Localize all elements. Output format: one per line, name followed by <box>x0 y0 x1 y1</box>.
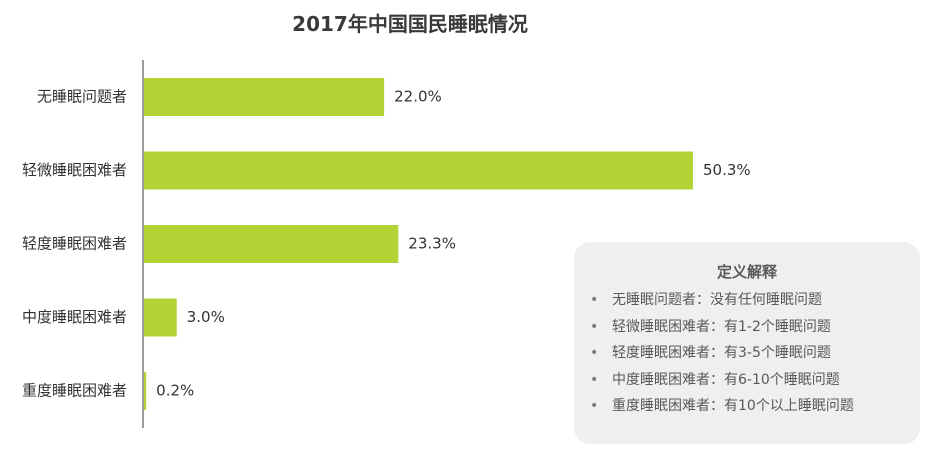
bar <box>144 298 177 337</box>
bullet-icon: • <box>590 371 599 388</box>
bullet-icon: • <box>590 398 599 414</box>
category-label: 中度睡眠困难者 <box>22 308 127 326</box>
definition-item: • 重度睡眠困难者：有10个以上睡眠问题 <box>590 393 920 420</box>
definition-item: • 中度睡眠困难者：有6-10个睡眠问题 <box>590 367 920 394</box>
definition-item-text: 轻微睡眠困难者：有1-2个睡眠问题 <box>612 318 831 335</box>
definition-title: 定义解释 <box>716 263 777 281</box>
definition-list: • 无睡眠问题者：没有任何睡眠问题 • 轻微睡眠困难者：有1-2个睡眠问题 • 轻度睡… <box>574 287 920 420</box>
chart-title: 2017年中国国民睡眠情况 <box>292 12 528 36</box>
definition-item-text: 重度睡眠困难者：有10个以上睡眠问题 <box>612 398 854 414</box>
category-label: 轻微睡眠困难者 <box>22 161 127 179</box>
category-label: 重度睡眠困难者 <box>22 382 127 400</box>
value-label: 23.3% <box>408 235 456 253</box>
category-label: 轻度睡眠困难者 <box>22 235 127 253</box>
value-label: 0.2% <box>156 382 194 400</box>
bar <box>144 78 385 116</box>
bar <box>144 151 693 190</box>
bar <box>144 225 399 263</box>
definition-panel: 定义解释 • 无睡眠问题者：没有任何睡眠问题 • 轻微睡眠困难者：有1-2个睡眠问题… <box>574 242 920 444</box>
definition-item: • 轻度睡眠困难者：有3-5个睡眠问题 <box>590 340 920 367</box>
category-label: 无睡眠问题者 <box>37 88 127 106</box>
definition-item-text: 无睡眠问题者：没有任何睡眠问题 <box>612 292 822 308</box>
value-label: 22.0% <box>394 88 442 106</box>
value-label: 3.0% <box>187 308 225 326</box>
definition-item-text: 中度睡眠困难者：有6-10个睡眠问题 <box>612 371 840 388</box>
bullet-icon: • <box>590 318 599 335</box>
definition-item-text: 轻度睡眠困难者：有3-5个睡眠问题 <box>612 345 831 361</box>
bullet-icon: • <box>590 292 599 308</box>
value-label: 50.3% <box>703 161 751 179</box>
definition-item: • 无睡眠问题者：没有任何睡眠问题 <box>590 287 920 314</box>
bar <box>144 372 147 410</box>
definition-item: • 轻微睡眠困难者：有1-2个睡眠问题 <box>590 314 920 341</box>
bullet-icon: • <box>590 345 599 361</box>
